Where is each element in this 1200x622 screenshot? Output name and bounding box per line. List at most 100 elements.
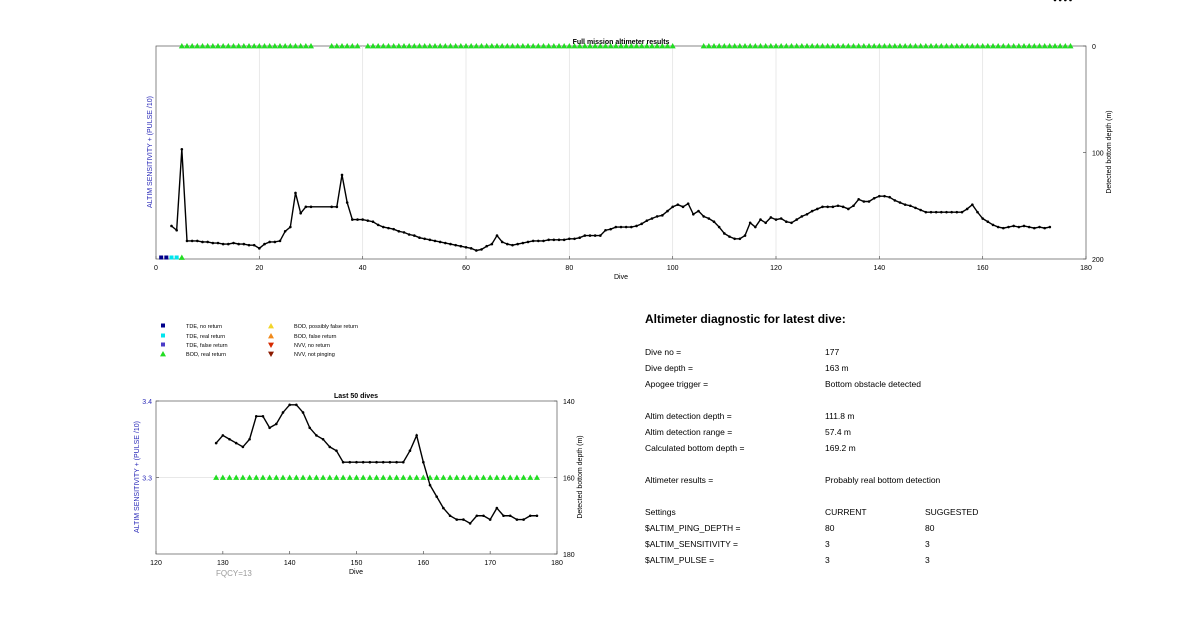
bod-real-return-marker xyxy=(230,43,237,49)
depth-point xyxy=(201,240,204,244)
bod-real-return-marker xyxy=(587,43,593,49)
depth-point xyxy=(733,237,736,241)
bod-real-return-marker xyxy=(406,474,413,480)
bod-real-return-marker xyxy=(513,474,520,480)
bod-real-return-marker xyxy=(990,43,996,49)
x-tick-label: 130 xyxy=(217,560,229,567)
depth-point xyxy=(1048,225,1052,229)
depth-point xyxy=(599,234,602,237)
depth-point xyxy=(468,522,472,525)
depth-point xyxy=(495,506,499,510)
depth-point xyxy=(738,237,742,241)
top-x-ticks: 0 20 40 60 80 100 120 140 160 180 xyxy=(154,256,1092,272)
bod-real-return-marker xyxy=(286,474,293,480)
depth-point xyxy=(836,204,840,208)
depth-point xyxy=(562,238,566,242)
settings-header-label: Settings xyxy=(645,507,676,517)
bod-real-return-marker xyxy=(597,43,604,49)
depth-point xyxy=(299,211,302,215)
depth-point xyxy=(234,441,238,445)
depth-point xyxy=(444,241,447,245)
bod-real-return-marker xyxy=(452,43,459,49)
bod-real-return-marker xyxy=(948,43,955,49)
bod-real-return-marker xyxy=(845,43,852,49)
depth-point xyxy=(655,215,659,218)
depth-point xyxy=(1058,0,1062,2)
depth-point xyxy=(847,207,850,211)
bod-real-return-marker xyxy=(413,474,420,480)
depth-point xyxy=(986,220,990,224)
top-y-label-left: ALTIM SENSITIVITY + (PULSE /10) xyxy=(147,96,154,208)
bottom-depth-series xyxy=(214,403,539,525)
depth-line xyxy=(171,149,1050,252)
setting-name: $ALTIM_PING_DEPTH = xyxy=(645,523,741,533)
depth-point xyxy=(408,449,412,453)
bod-real-return-marker xyxy=(798,43,805,49)
x-tick-label: 150 xyxy=(351,560,363,567)
diagnostic-title: Altimeter diagnostic for latest dive: xyxy=(645,312,846,326)
setting-suggested: 3 xyxy=(925,555,930,565)
depth-point xyxy=(795,218,798,221)
depth-point xyxy=(511,243,514,247)
bod-real-return-marker xyxy=(540,43,547,49)
bod-real-return-marker xyxy=(473,474,480,480)
bod-real-return-marker xyxy=(809,43,816,49)
bod-real-return-marker xyxy=(385,43,392,49)
depth-point xyxy=(919,208,922,212)
y-tick-label-right: 140 xyxy=(563,399,575,406)
full-mission-chart: 0 20 40 60 80 100 120 140 160 180 0 100 200 Full mi… xyxy=(147,0,1113,281)
bod-real-return-marker xyxy=(433,474,440,480)
bod-real-return-marker xyxy=(721,43,728,49)
bod-real-return-marker xyxy=(649,43,655,49)
bod-real-return-marker xyxy=(1046,43,1053,49)
bod-real-return-marker xyxy=(460,474,467,480)
depth-point xyxy=(950,210,953,214)
bod-real-return-marker xyxy=(550,43,557,49)
depth-point xyxy=(415,434,418,437)
depth-point xyxy=(345,201,349,204)
diag-value: Bottom obstacle detected xyxy=(825,379,921,389)
diagnostic-panel: Altimeter diagnostic for latest dive: Di… xyxy=(645,312,1165,565)
depth-point xyxy=(341,460,345,464)
bod-real-return-marker xyxy=(440,474,447,480)
legend-triangle-icon xyxy=(268,333,274,339)
legend-label: NVV, no return xyxy=(294,343,330,349)
diag-label: Dive no = xyxy=(645,347,682,357)
depth-point xyxy=(619,225,623,229)
top-depth-series xyxy=(170,0,1072,252)
bod-real-return-marker xyxy=(442,43,449,49)
bod-real-return-marker xyxy=(525,43,531,49)
diag-row-apogee: Apogee trigger = Bottom obstacle detecte… xyxy=(645,379,1165,393)
bod-real-return-marker xyxy=(178,254,185,260)
depth-point xyxy=(878,194,881,198)
diag-row-results: Altimeter results = Probably real bottom… xyxy=(645,475,1165,489)
depth-point xyxy=(1027,225,1031,229)
x-tick-label: 160 xyxy=(977,265,989,272)
top-y-ticks-right: 0 100 200 xyxy=(1083,44,1104,264)
depth-point xyxy=(242,242,246,246)
bod-real-return-marker xyxy=(964,43,971,49)
bod-real-return-marker xyxy=(437,43,444,49)
depth-point xyxy=(281,411,285,414)
bod-real-return-marker xyxy=(716,43,723,49)
bod-real-return-marker xyxy=(633,43,640,49)
depth-point xyxy=(413,234,416,237)
depth-point xyxy=(387,226,390,230)
depth-point xyxy=(774,218,778,221)
bottom-y-label-right: Detected bottom depth (m) xyxy=(577,435,584,518)
bod-real-return-marker xyxy=(507,474,514,480)
bod-real-return-marker xyxy=(487,474,494,480)
depth-point xyxy=(206,240,209,244)
bod-real-return-marker xyxy=(509,43,516,49)
depth-point xyxy=(728,235,731,238)
diag-label: Altimeter results = xyxy=(645,475,714,485)
bod-real-return-marker xyxy=(618,43,624,49)
bod-real-return-marker xyxy=(917,43,924,49)
fqcy-annotation: FQCY=13 xyxy=(216,569,252,578)
depth-point xyxy=(366,219,370,222)
depth-point xyxy=(1033,226,1036,230)
bod-real-return-marker xyxy=(478,43,485,49)
depth-point xyxy=(180,148,184,151)
bod-real-return-marker xyxy=(390,43,397,49)
depth-point xyxy=(263,242,266,246)
